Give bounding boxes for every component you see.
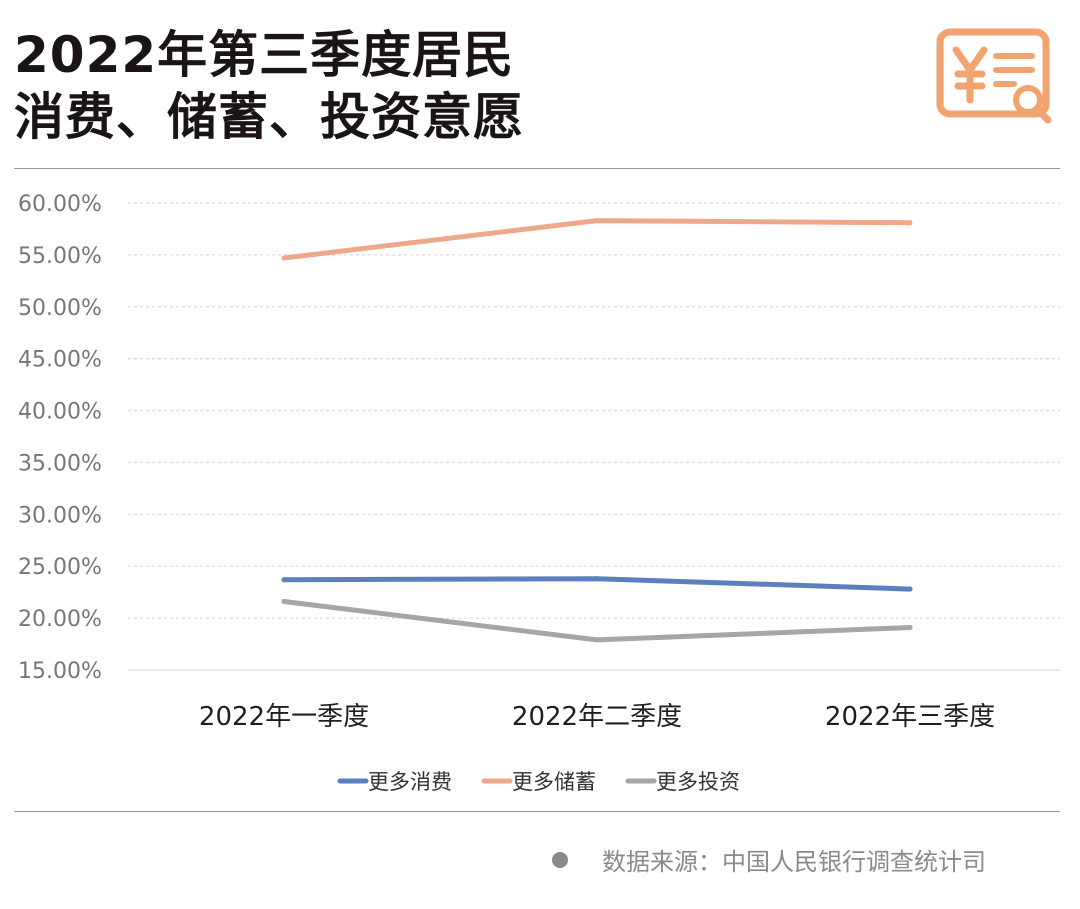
series-lines <box>281 218 913 643</box>
legend-label: 更多消费 <box>368 770 452 794</box>
line-chart: 60.00% 55.00% 50.00% 45.00% 40.00% 35.00% 30.0… <box>18 192 1060 794</box>
legend-label: 更多投资 <box>656 770 740 794</box>
y-tick-label: 55.00% <box>18 244 102 269</box>
y-tick-label: 35.00% <box>18 451 102 476</box>
data-point <box>907 220 913 226</box>
x-axis-ticks: 2022年一季度 2022年二季度 2022年三季度 <box>199 702 995 732</box>
legend-label: 更多储蓄 <box>512 770 596 794</box>
y-tick-label: 45.00% <box>18 348 102 373</box>
y-tick-label: 30.00% <box>18 503 102 528</box>
chart-title: 2022年第三季度居民 消费、储蓄、投资意愿 <box>14 24 524 148</box>
grid-lines <box>128 202 1060 671</box>
title-line-1: 2022年第三季度居民 <box>14 26 515 84</box>
x-tick-label: 2022年二季度 <box>512 702 682 732</box>
data-point <box>907 624 913 630</box>
legend-item: 更多消费 <box>337 770 452 794</box>
x-tick-label: 2022年三季度 <box>825 702 995 732</box>
y-tick-label: 20.00% <box>18 607 102 632</box>
bullet-dot-icon <box>552 851 568 868</box>
y-tick-label: 25.00% <box>18 555 102 580</box>
top-divider <box>14 168 1060 169</box>
series-line-2 <box>281 218 913 261</box>
y-tick-label: 40.00% <box>18 400 102 425</box>
y-axis-ticks: 60.00% 55.00% 50.00% 45.00% 40.00% 35.00% 30.0… <box>18 192 102 684</box>
data-point <box>281 255 287 261</box>
y-tick-label: 50.00% <box>18 296 102 321</box>
data-point <box>281 577 287 583</box>
series-line-3 <box>281 599 913 643</box>
data-point <box>594 576 600 582</box>
data-point <box>594 218 600 224</box>
data-point <box>281 599 287 605</box>
source-note: 数据来源：中国人民银行调查统计司 <box>552 842 986 877</box>
bottom-divider <box>14 811 1060 812</box>
title-line-2: 消费、储蓄、投资意愿 <box>14 88 524 146</box>
data-point <box>594 637 600 643</box>
data-point <box>907 586 913 592</box>
x-tick-label: 2022年一季度 <box>199 702 369 732</box>
legend: 更多消费 更多储蓄 更多投资 <box>337 770 740 794</box>
y-tick-label: 15.00% <box>18 659 102 684</box>
legend-item: 更多储蓄 <box>481 770 596 794</box>
source-text: 数据来源：中国人民银行调查统计司 <box>602 848 986 876</box>
legend-item: 更多投资 <box>625 770 740 794</box>
y-tick-label: 60.00% <box>18 192 102 217</box>
receipt-yen-search-icon <box>936 28 1052 124</box>
